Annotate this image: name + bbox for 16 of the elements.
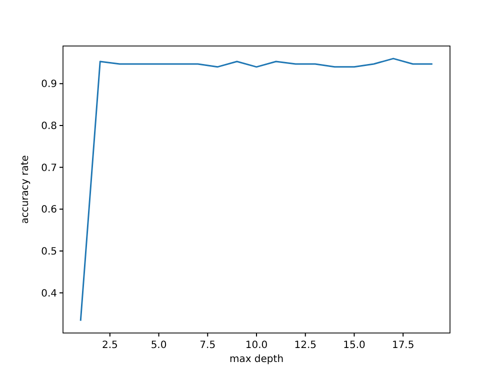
x-tick-label: 5.0 xyxy=(150,340,167,351)
x-tick-label: 15.0 xyxy=(343,340,366,351)
y-tick-label: 0.7 xyxy=(41,162,57,174)
y-tick-label: 0.9 xyxy=(41,79,57,90)
y-tick-label: 0.4 xyxy=(41,288,57,300)
x-tick-label: 2.5 xyxy=(102,340,118,351)
y-tick-label: 0.6 xyxy=(41,204,57,216)
x-tick-label: 10.0 xyxy=(245,340,268,351)
line-series xyxy=(80,58,434,322)
y-tick-label: 0.8 xyxy=(41,120,57,132)
x-tick-label: 12.5 xyxy=(294,340,316,351)
x-tick-label: 7.5 xyxy=(200,340,216,351)
x-axis-title: max depth xyxy=(229,354,284,365)
y-axis-title: accuracy rate xyxy=(20,155,31,224)
x-tick-label: 17.5 xyxy=(392,340,414,351)
y-tick-label: 0.5 xyxy=(41,246,57,258)
